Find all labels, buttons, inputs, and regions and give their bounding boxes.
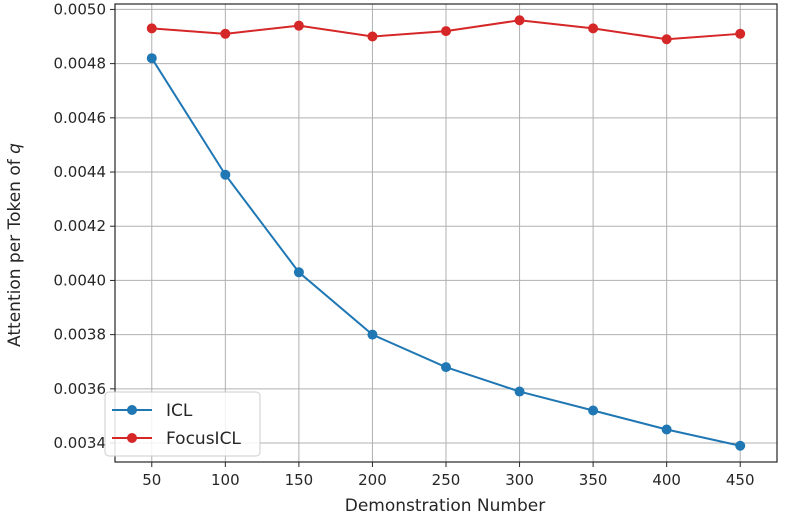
grid [115,4,777,462]
data-point-icl [146,53,157,64]
y-tick-label: 0.0034 [54,434,107,452]
y-tick-label: 0.0046 [54,109,107,127]
data-point-icl [588,405,599,416]
data-point-icl [735,440,746,451]
legend-marker-icl [127,405,137,415]
axis-ticks: 50 100 150 200 250 300 350 400 450 0.0034 0.0036 0.… [54,0,755,489]
y-axis-label: Attention per Token of q [5,143,25,347]
data-point-focusicl [661,34,672,45]
data-point-focusicl [293,20,304,31]
x-tick-label: 50 [142,471,161,489]
data-point-focusicl [588,23,599,34]
legend-box [104,391,261,457]
legend-marker-focusicl [127,433,137,443]
legend: ICL FocusICL [104,391,261,457]
x-tick-label: 450 [726,471,755,489]
data-point-icl [293,267,304,278]
y-tick-label: 0.0038 [54,326,107,344]
data-point-icl [661,424,672,435]
data-point-focusicl [514,15,525,26]
data-point-focusicl [735,28,746,39]
x-tick-label: 300 [505,471,534,489]
y-tick-label: 0.0040 [54,271,107,289]
data-point-focusicl [146,23,157,34]
y-tick-label: 0.0048 [54,55,107,73]
x-tick-label: 400 [652,471,681,489]
y-axis-label-text: Attention per Token of [5,154,25,347]
data-point-focusicl [220,28,231,39]
data-point-focusicl [441,26,451,37]
x-tick-label: 250 [432,471,461,489]
y-tick-label: 0.0036 [54,380,107,398]
data-point-focusicl [367,31,378,42]
data-point-icl [441,362,451,373]
y-tick-label: 0.0050 [54,0,107,18]
x-tick-label: 350 [579,471,608,489]
data-point-icl [514,386,525,397]
y-tick-label: 0.0044 [54,163,107,181]
series-layer [146,15,746,451]
y-axis-label-variable: q [5,143,25,154]
x-tick-label: 100 [211,471,240,489]
legend-label-focusicl: FocusICL [166,429,241,449]
plot-frame [114,3,778,463]
y-tick-label: 0.0042 [54,217,107,235]
data-point-icl [367,329,378,340]
legend-label-icl: ICL [166,401,193,421]
data-point-icl [220,169,231,180]
x-axis-label: Demonstration Number [345,496,545,515]
x-tick-label: 150 [285,471,314,489]
x-tick-label: 200 [358,471,387,489]
